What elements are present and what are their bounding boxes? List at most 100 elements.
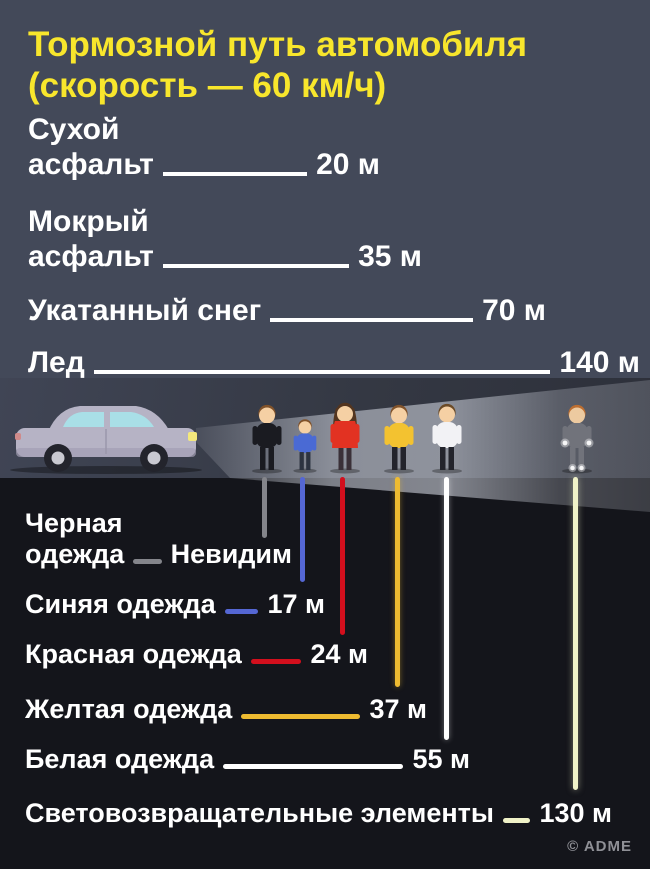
visibility-value: 55 м	[412, 743, 470, 774]
pointer-line-reflective	[573, 477, 578, 790]
torso	[256, 423, 278, 448]
legs	[346, 448, 352, 470]
head	[259, 407, 275, 424]
car-hub-front	[147, 451, 161, 465]
surface-label: Сухой асфальт	[28, 113, 154, 182]
shadow	[562, 468, 592, 474]
leader-line	[162, 264, 350, 268]
torso	[296, 433, 314, 453]
torso	[436, 422, 458, 448]
surface-label: Укатанный снег	[28, 294, 262, 328]
head	[569, 407, 585, 424]
torso	[388, 423, 410, 448]
distance-value: 20 м	[316, 148, 380, 182]
legs	[578, 447, 584, 470]
page-title: Тормозной путь автомобиля (скорость — 60…	[28, 25, 528, 106]
pointer-line-black	[262, 477, 267, 538]
pointer-line-white	[444, 477, 449, 740]
reflective-spot-ankle	[570, 465, 575, 471]
reflective-spot-wrist	[562, 440, 568, 446]
visibility-value: 17 м	[267, 588, 325, 619]
legs	[338, 448, 344, 470]
dress	[332, 421, 358, 448]
clothing-label: Черная одежда	[25, 507, 125, 569]
visibility-value: 24 м	[310, 638, 368, 669]
leader-line	[270, 318, 474, 322]
braking-row-wet-asphalt: Мокрый асфальт 35 м	[28, 202, 422, 275]
head	[298, 421, 312, 434]
legs	[268, 447, 274, 470]
surface-label: Мокрый асфальт	[28, 205, 154, 274]
car-hub-rear	[51, 451, 65, 465]
clothing-label: Световозвращательные элементы	[25, 797, 494, 828]
leader-line	[162, 172, 308, 176]
pointer-line-blue	[300, 477, 305, 582]
visibility-row-reflective: Световозвращательные элементы 130 м	[25, 798, 612, 829]
legs	[570, 447, 576, 470]
legs	[400, 447, 406, 470]
night-scene	[0, 378, 650, 530]
leader-line	[133, 559, 162, 564]
pedestrian-white-clothes	[432, 403, 462, 474]
clothing-label: Желтая одежда	[25, 693, 233, 724]
pedestrian-red-woman	[330, 402, 360, 474]
pedestrian-yellow-clothes	[384, 404, 414, 474]
visibility-value: Невидим	[170, 538, 292, 569]
braking-row-dry-asphalt: Сухой асфальт 20 м	[28, 110, 380, 183]
car	[10, 406, 202, 474]
legs	[440, 447, 446, 470]
legs	[392, 447, 398, 470]
head	[439, 406, 455, 423]
shadow	[432, 468, 462, 474]
legs	[260, 447, 266, 470]
headlight-beam	[196, 380, 650, 512]
legs	[448, 447, 454, 470]
leader-line	[93, 370, 551, 374]
reflective-spot-wrist	[586, 440, 592, 446]
pedestrian-reflective	[560, 404, 594, 474]
car-window-rear	[110, 412, 154, 427]
clothing-label: Красная одежда	[25, 638, 242, 669]
shadow	[293, 468, 317, 473]
distance-value: 70 м	[482, 294, 546, 328]
visibility-row-blue: Синяя одежда 17 м	[25, 589, 325, 620]
clothing-label: Синяя одежда	[25, 588, 216, 619]
shadow	[252, 468, 282, 474]
torso	[566, 423, 588, 448]
braking-row-packed-snow: Укатанный снег 70 м	[28, 293, 546, 329]
car-headlight	[188, 432, 197, 441]
pedestrian-black-clothes	[252, 404, 282, 474]
car-taillight	[15, 433, 21, 440]
pedestrian-blue-child	[293, 419, 317, 473]
head	[391, 407, 407, 424]
leader-line	[502, 818, 531, 823]
reflective-spot-ankle	[579, 465, 584, 471]
car-window-front	[63, 412, 104, 427]
visibility-row-yellow: Желтая одежда 37 м	[25, 694, 427, 725]
pointer-line-red	[340, 477, 345, 635]
leader-line	[250, 659, 302, 664]
car-shadow	[10, 466, 202, 474]
visibility-row-white: Белая одежда 55 м	[25, 744, 470, 775]
head	[337, 406, 353, 422]
night-background	[0, 500, 650, 869]
visibility-row-black: Черная одежда Невидим	[25, 507, 292, 570]
visibility-value: 37 м	[369, 693, 427, 724]
leader-line	[241, 714, 361, 719]
clothing-label: Белая одежда	[25, 743, 215, 774]
leader-line	[223, 764, 404, 769]
surface-label: Лед	[28, 346, 85, 380]
legs	[299, 452, 304, 470]
visibility-row-red: Красная одежда 24 м	[25, 639, 368, 670]
distance-value: 35 м	[358, 240, 422, 274]
legs	[306, 452, 311, 470]
visibility-value: 130 м	[539, 797, 612, 828]
shadow	[384, 468, 414, 474]
copyright: © ADME	[567, 838, 632, 855]
leader-line	[224, 609, 259, 614]
shadow	[330, 468, 360, 474]
distance-value: 140 м	[559, 346, 640, 380]
braking-row-ice: Лед 140 м	[28, 345, 640, 381]
pointer-line-yellow	[395, 477, 400, 687]
